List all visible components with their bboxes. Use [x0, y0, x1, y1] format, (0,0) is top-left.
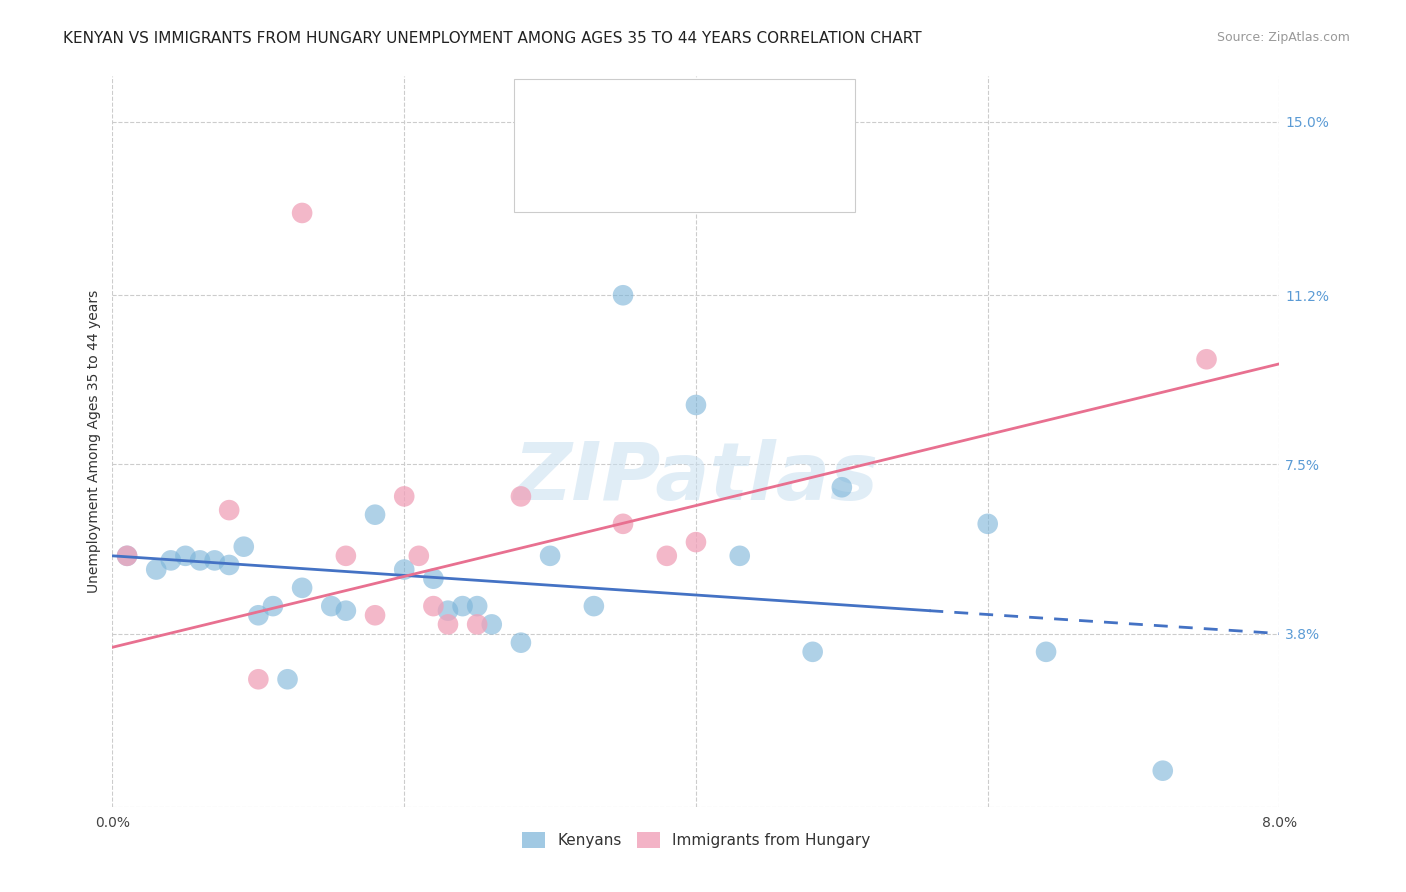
- Point: [509, 489, 531, 503]
- Point: [188, 553, 211, 567]
- Text: 30: 30: [747, 111, 768, 126]
- Point: [115, 549, 138, 563]
- Point: [1035, 645, 1057, 659]
- Text: 0.405: 0.405: [616, 169, 669, 184]
- Point: [612, 516, 634, 531]
- Point: [437, 604, 460, 618]
- Y-axis label: Unemployment Among Ages 35 to 44 years: Unemployment Among Ages 35 to 44 years: [87, 290, 101, 593]
- Text: 16: 16: [747, 169, 768, 184]
- Point: [451, 599, 474, 614]
- Point: [247, 608, 270, 623]
- Point: [394, 563, 416, 577]
- Point: [422, 572, 444, 586]
- Text: -0.100: -0.100: [616, 111, 671, 126]
- Text: N =: N =: [700, 169, 734, 184]
- Point: [728, 549, 751, 563]
- Point: [437, 617, 460, 632]
- Point: [335, 604, 357, 618]
- Point: [145, 563, 167, 577]
- Point: [394, 489, 416, 503]
- Point: [509, 635, 531, 649]
- Point: [465, 599, 488, 614]
- Point: [291, 206, 314, 220]
- Point: [262, 599, 284, 614]
- Point: [1195, 352, 1218, 367]
- Text: R =: R =: [576, 169, 610, 184]
- Text: ZIPatlas: ZIPatlas: [513, 439, 879, 517]
- Point: [465, 617, 488, 632]
- Point: [538, 549, 561, 563]
- Point: [481, 617, 503, 632]
- Text: Source: ZipAtlas.com: Source: ZipAtlas.com: [1216, 31, 1350, 45]
- Point: [976, 516, 998, 531]
- Point: [655, 549, 678, 563]
- Point: [247, 673, 270, 687]
- Point: [276, 673, 298, 687]
- Text: N =: N =: [700, 111, 734, 126]
- Point: [408, 549, 430, 563]
- Point: [174, 549, 197, 563]
- Point: [801, 645, 824, 659]
- Point: [422, 599, 444, 614]
- Point: [204, 553, 226, 567]
- Point: [582, 599, 605, 614]
- Point: [232, 540, 254, 554]
- Point: [291, 581, 314, 595]
- Point: [364, 508, 387, 522]
- Point: [160, 553, 183, 567]
- Point: [335, 549, 357, 563]
- Point: [685, 535, 707, 549]
- Point: [1152, 764, 1174, 778]
- Text: KENYAN VS IMMIGRANTS FROM HUNGARY UNEMPLOYMENT AMONG AGES 35 TO 44 YEARS CORRELA: KENYAN VS IMMIGRANTS FROM HUNGARY UNEMPL…: [63, 31, 922, 46]
- Point: [218, 503, 240, 517]
- Point: [364, 608, 387, 623]
- Point: [321, 599, 343, 614]
- Point: [685, 398, 707, 412]
- Point: [218, 558, 240, 572]
- Legend: Kenyans, Immigrants from Hungary: Kenyans, Immigrants from Hungary: [516, 826, 876, 855]
- Point: [612, 288, 634, 302]
- Text: R =: R =: [576, 111, 610, 126]
- Point: [115, 549, 138, 563]
- Point: [831, 480, 853, 494]
